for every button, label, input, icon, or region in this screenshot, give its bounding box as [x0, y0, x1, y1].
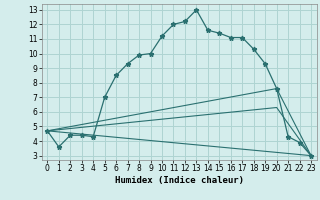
- X-axis label: Humidex (Indice chaleur): Humidex (Indice chaleur): [115, 176, 244, 185]
